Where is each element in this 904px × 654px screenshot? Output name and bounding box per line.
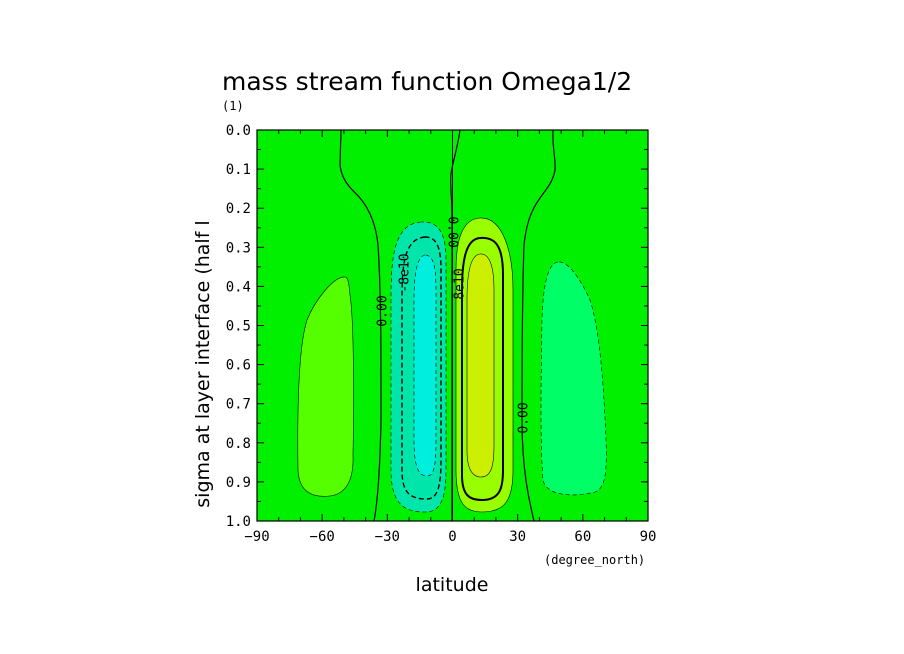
x-axis-units: (degree_north): [544, 553, 645, 567]
contour-labels: 0.00 -8e10 0.00 8e10 0.00: [376, 216, 532, 433]
cell-right-weak: [540, 261, 607, 496]
x-tick-label: 60: [574, 529, 591, 545]
y-tick-label: 0.5: [226, 319, 251, 335]
cell-left-weak: [297, 276, 354, 497]
x-tick-label: −60: [310, 529, 335, 545]
x-axis: −90 −60 −30 0 30 60 90: [244, 130, 656, 545]
x-tick-label: 0: [448, 529, 456, 545]
y-tick-label: 0.4: [226, 279, 251, 295]
contour-label: 0.00: [376, 295, 391, 326]
zero-contour-left: [339, 130, 382, 521]
y-tick-label: 0.2: [226, 201, 251, 217]
y-tick-label: 0.7: [226, 397, 251, 413]
y-tick-label: 0.3: [226, 240, 251, 256]
y-tick-label: 0.9: [226, 475, 251, 491]
contour-label: -8e10: [398, 253, 413, 292]
y-axis-label: sigma at layer interface (half l: [192, 220, 214, 507]
pos-cell-core: [466, 253, 495, 478]
y-tick-label: 0.1: [226, 162, 251, 178]
x-tick-label: −30: [375, 529, 400, 545]
x-tick-label: 30: [509, 529, 526, 545]
y-tick-label: 1.0: [226, 514, 251, 530]
neg-cell-inner-contour: [401, 236, 442, 500]
x-tick-label: 90: [640, 529, 657, 545]
zero-contour-right: [521, 130, 556, 521]
x-tick-label: −90: [244, 529, 269, 545]
neg-cell-core: [413, 254, 437, 477]
zero-contour-center: [450, 130, 461, 521]
pos-cell-inner-contour: [461, 236, 504, 502]
contour-label: 0.00: [517, 402, 532, 433]
y-axis: 0.0 0.1 0.2 0.3 0.4 0.5 0.6 0.7 0.8 0.9 1.0: [226, 123, 648, 530]
y-tick-label: 0.6: [226, 358, 251, 374]
y-tick-label: 0.0: [226, 123, 251, 139]
y-tick-label: 0.8: [226, 436, 251, 452]
chart-title: mass stream function Omega1/2: [222, 67, 632, 96]
chart-subtitle: (1): [222, 99, 244, 113]
contour-label: 8e10: [453, 268, 468, 299]
x-axis-label: latitude: [416, 574, 489, 596]
